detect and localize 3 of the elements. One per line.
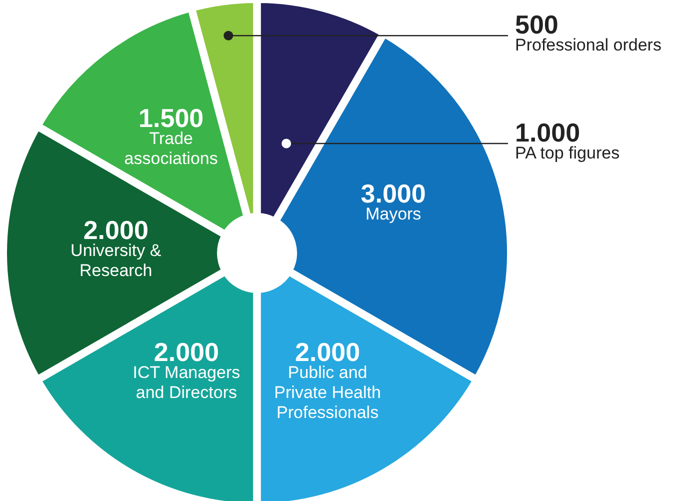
slice-label: Professional orders	[515, 36, 662, 55]
slice-label: Trade associations	[124, 129, 218, 168]
slice-label: Public and Private Health Professionals	[274, 363, 381, 422]
